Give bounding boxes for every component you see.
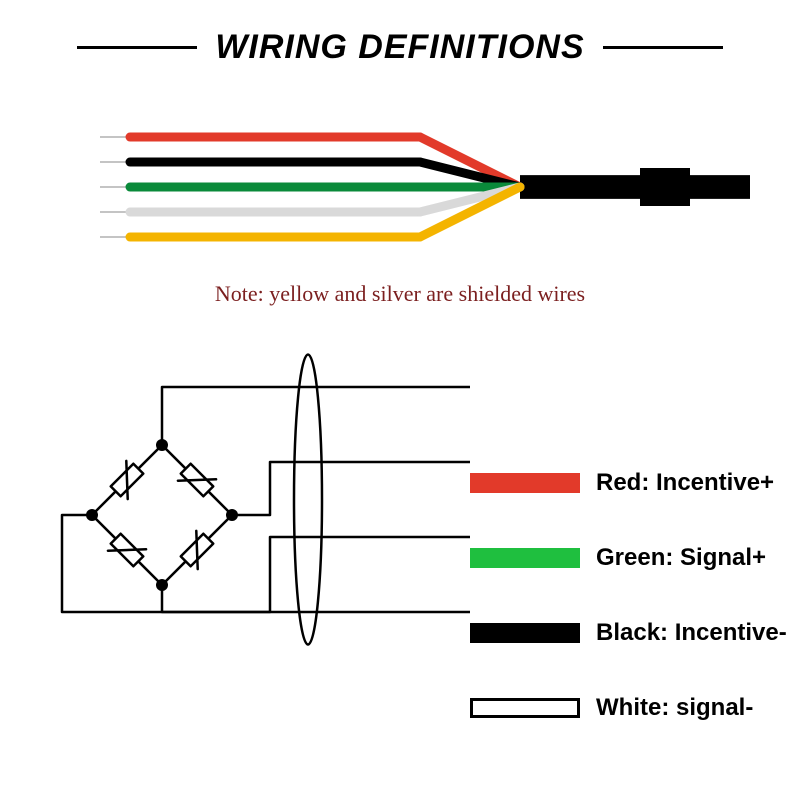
title-rule-left: [77, 46, 197, 49]
legend-label: Red: Incentive+: [596, 469, 774, 497]
lead-green: [232, 462, 470, 515]
legend-label: Green: Signal+: [596, 544, 766, 572]
legend-swatch: [470, 623, 580, 643]
legend-swatch: [470, 473, 580, 493]
title-row: WIRING DEFINITIONS: [0, 0, 800, 67]
title-rule-right: [603, 46, 723, 49]
page-title: WIRING DEFINITIONS: [215, 28, 584, 67]
legend-row-3: White: signal-: [470, 670, 787, 745]
wire-legend: Red: Incentive+ Green: Signal+ Black: Ince…: [470, 445, 787, 745]
lead-red: [162, 387, 470, 445]
wheatstone-schematic: [40, 325, 470, 655]
legend-row-0: Red: Incentive+: [470, 445, 787, 520]
shield-note: Note: yellow and silver are shielded wir…: [0, 281, 800, 307]
cable-diagram: [50, 107, 750, 267]
legend-row-1: Green: Signal+: [470, 520, 787, 595]
legend-label: White: signal-: [596, 694, 753, 722]
legend-label: Black: Incentive-: [596, 619, 787, 647]
legend-row-2: Black: Incentive-: [470, 595, 787, 670]
legend-swatch: [470, 698, 580, 718]
lead-white: [62, 515, 470, 612]
legend-swatch: [470, 548, 580, 568]
